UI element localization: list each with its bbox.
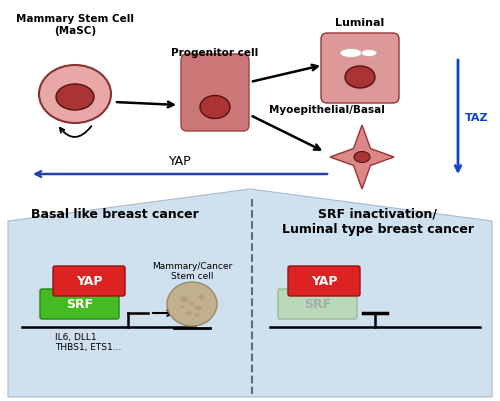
- Text: SRF: SRF: [304, 298, 331, 311]
- Ellipse shape: [354, 152, 370, 163]
- Text: Basal like breast cancer: Basal like breast cancer: [31, 207, 199, 221]
- Polygon shape: [8, 190, 492, 397]
- Text: Mammary Stem Cell
(MaSC): Mammary Stem Cell (MaSC): [16, 14, 134, 36]
- Ellipse shape: [167, 282, 217, 326]
- FancyBboxPatch shape: [288, 266, 360, 296]
- FancyBboxPatch shape: [181, 55, 249, 132]
- Text: YAP: YAP: [311, 275, 337, 288]
- Text: Mammary/Cancer
Stem cell: Mammary/Cancer Stem cell: [152, 261, 232, 281]
- FancyBboxPatch shape: [321, 34, 399, 104]
- Ellipse shape: [180, 296, 188, 302]
- Text: YAP: YAP: [168, 155, 192, 168]
- Text: Progenitor cell: Progenitor cell: [172, 48, 258, 58]
- Polygon shape: [330, 126, 394, 190]
- Ellipse shape: [56, 85, 94, 111]
- FancyBboxPatch shape: [278, 289, 357, 319]
- Ellipse shape: [345, 67, 375, 89]
- Text: Myoepithelial/Basal: Myoepithelial/Basal: [269, 105, 385, 115]
- Ellipse shape: [198, 295, 204, 300]
- Text: TAZ: TAZ: [465, 113, 488, 123]
- Ellipse shape: [194, 306, 202, 311]
- Ellipse shape: [39, 66, 111, 124]
- Text: Luminal: Luminal: [336, 18, 384, 28]
- Text: IL6, DLL1
THBS1, ETS1...: IL6, DLL1 THBS1, ETS1...: [55, 332, 122, 352]
- Ellipse shape: [180, 306, 184, 309]
- Ellipse shape: [194, 313, 200, 317]
- FancyBboxPatch shape: [40, 289, 119, 319]
- Ellipse shape: [200, 96, 230, 119]
- Text: YAP: YAP: [76, 275, 102, 288]
- Text: SRF inactivation/
Luminal type breast cancer: SRF inactivation/ Luminal type breast ca…: [282, 207, 474, 235]
- Ellipse shape: [186, 311, 192, 316]
- Ellipse shape: [340, 49, 362, 59]
- Ellipse shape: [190, 302, 194, 306]
- FancyBboxPatch shape: [53, 266, 125, 296]
- Ellipse shape: [361, 51, 377, 57]
- FancyArrowPatch shape: [60, 127, 92, 138]
- Text: SRF: SRF: [66, 298, 93, 311]
